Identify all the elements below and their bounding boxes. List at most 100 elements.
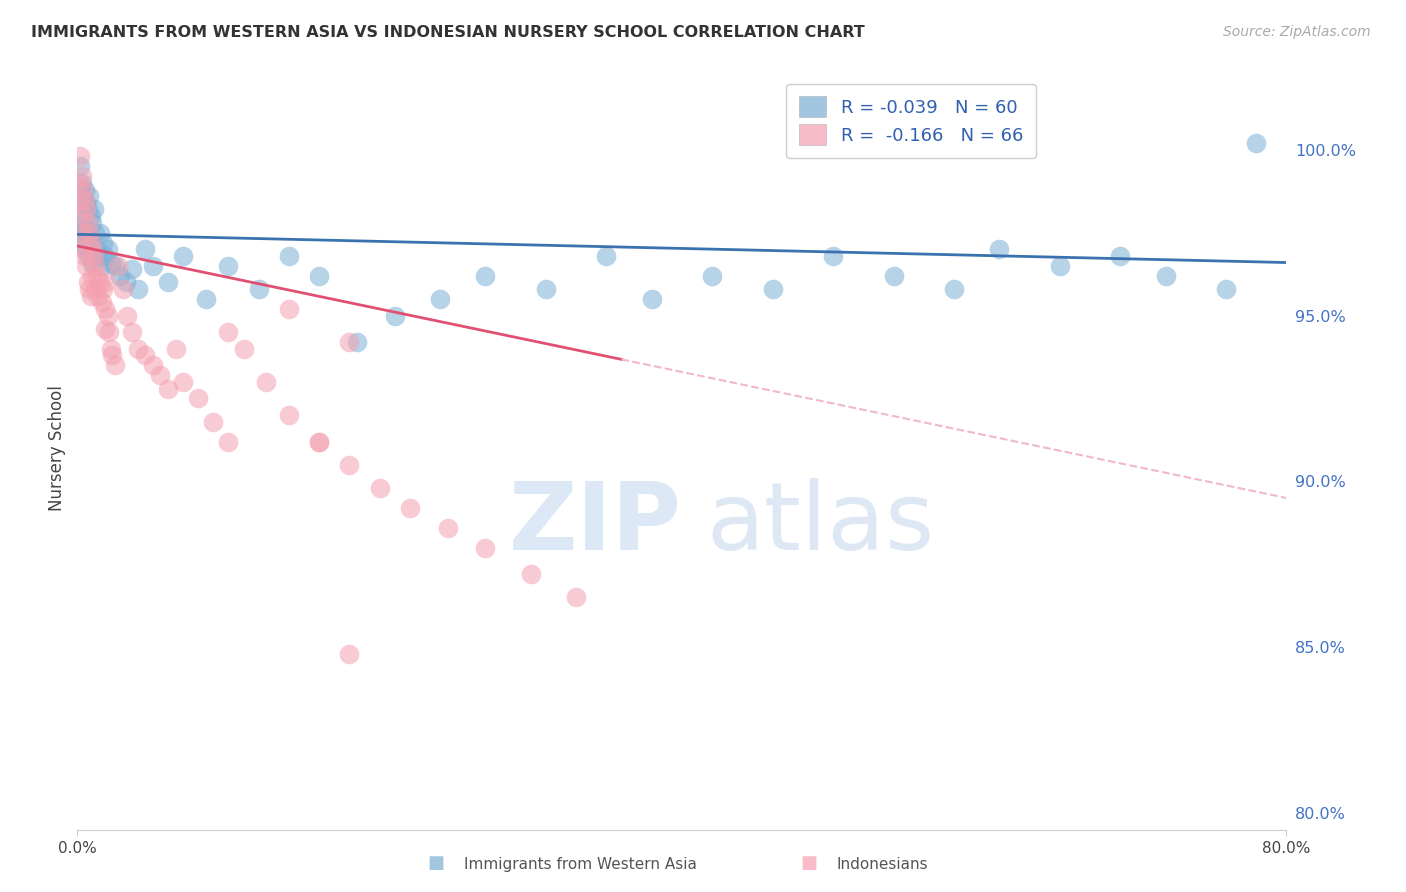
Point (90, 259, 112, 273)
Point (1154, 268, 1177, 283)
Point (93, 322, 115, 336)
Point (942, 282, 965, 296)
Point (96, 309, 118, 323)
Point (82, 268, 104, 283)
Point (93, 301, 115, 316)
Point (1246, 136, 1268, 150)
Point (368, 481, 391, 495)
Point (115, 309, 138, 323)
Point (73, 222, 96, 236)
Point (79, 189, 101, 203)
Point (96, 242, 118, 256)
Point (80, 235, 103, 250)
Point (218, 325, 240, 339)
Point (114, 276, 136, 290)
Text: ■: ■ (800, 855, 817, 872)
Point (108, 268, 131, 283)
Point (172, 249, 194, 263)
Point (89, 276, 111, 290)
Point (77, 276, 100, 290)
Point (69, 149, 91, 163)
Legend: R = -0.039   N = 60, R =  -0.166   N = 66: R = -0.039 N = 60, R = -0.166 N = 66 (786, 84, 1036, 158)
Point (93, 249, 115, 263)
Point (821, 249, 844, 263)
Point (75, 195, 97, 210)
Point (83, 202, 105, 217)
Point (98, 325, 121, 339)
Point (218, 259, 240, 273)
Point (883, 268, 905, 283)
Point (1109, 249, 1132, 263)
Point (278, 249, 301, 263)
Point (278, 301, 301, 316)
Point (75, 259, 97, 273)
Point (91, 282, 114, 296)
Point (337, 647, 360, 661)
Point (134, 242, 156, 256)
Point (72, 235, 94, 250)
Point (187, 392, 209, 406)
Point (70, 176, 93, 190)
Point (89, 226, 111, 240)
Point (69, 193, 91, 207)
Point (134, 348, 156, 362)
Point (202, 415, 225, 429)
Point (127, 282, 149, 296)
Point (100, 342, 122, 356)
Point (595, 249, 617, 263)
Point (107, 259, 129, 273)
Point (1049, 259, 1071, 273)
Point (91, 235, 114, 250)
Point (142, 259, 165, 273)
Point (72, 242, 94, 256)
Point (308, 434, 330, 449)
Point (100, 255, 122, 269)
Point (87, 249, 110, 263)
Point (86, 242, 108, 256)
Point (988, 242, 1011, 256)
Text: IMMIGRANTS FROM WESTERN ASIA VS INDONESIAN NURSERY SCHOOL CORRELATION CHART: IMMIGRANTS FROM WESTERN ASIA VS INDONESI… (31, 25, 865, 40)
Point (70, 226, 93, 240)
Point (474, 541, 496, 555)
Point (337, 458, 360, 472)
Point (70, 169, 93, 184)
Point (70, 216, 93, 230)
Point (94, 276, 117, 290)
Point (247, 282, 270, 296)
Point (142, 359, 165, 373)
Point (104, 359, 127, 373)
Point (75, 202, 97, 217)
Text: Indonesians: Indonesians (837, 857, 928, 872)
Point (77, 216, 100, 230)
Point (79, 282, 101, 296)
Point (67, 209, 90, 223)
Point (121, 325, 143, 339)
Point (232, 342, 254, 356)
Text: Immigrants from Western Asia: Immigrants from Western Asia (464, 857, 697, 872)
Point (474, 268, 496, 283)
Point (111, 282, 134, 296)
Point (436, 521, 458, 535)
Point (104, 259, 127, 273)
Point (172, 375, 194, 389)
Point (84, 226, 107, 240)
Point (72, 193, 94, 207)
Point (149, 368, 172, 383)
Point (82, 242, 104, 256)
Point (82, 255, 104, 269)
Point (762, 282, 785, 296)
Point (254, 375, 277, 389)
Point (127, 342, 149, 356)
Text: Source: ZipAtlas.com: Source: ZipAtlas.com (1223, 25, 1371, 39)
Point (77, 202, 100, 217)
Point (82, 216, 104, 230)
Point (84, 259, 107, 273)
Point (73, 183, 96, 197)
Point (520, 567, 543, 582)
Point (86, 268, 108, 283)
Point (218, 434, 240, 449)
Text: ■: ■ (427, 855, 444, 872)
Point (84, 282, 107, 296)
Point (157, 382, 180, 396)
Point (67, 176, 90, 190)
